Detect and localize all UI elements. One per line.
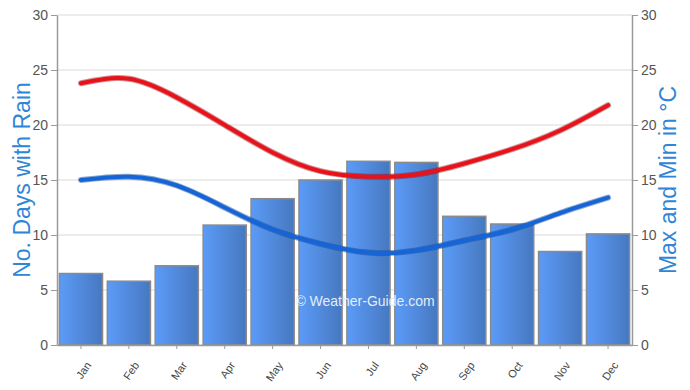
tick-mark <box>51 180 57 181</box>
tick: 25 <box>632 62 657 78</box>
line <box>81 177 608 254</box>
tick: 10 <box>632 227 657 243</box>
bar <box>155 266 198 345</box>
tick-mark <box>632 15 638 16</box>
tick-mark <box>128 345 129 349</box>
grid-line <box>57 70 632 71</box>
tick: 20 <box>632 117 657 133</box>
tick: 30 <box>632 7 657 23</box>
tick-mark <box>512 345 513 349</box>
tick: 10 <box>32 227 57 243</box>
tick-label: Dec <box>600 359 621 382</box>
tick-mark <box>51 15 57 16</box>
tick-mark <box>272 345 273 349</box>
tick: 5 <box>40 282 57 298</box>
tick-label: Jan <box>73 359 93 380</box>
tick: Jul <box>363 345 381 378</box>
tick-mark <box>51 345 57 346</box>
line-outline <box>81 177 608 254</box>
tick-label: 0 <box>641 337 649 353</box>
tick-mark <box>224 345 225 349</box>
axis-line <box>58 345 633 347</box>
tick-label: 30 <box>32 7 48 23</box>
tick-label: Aug <box>408 359 429 382</box>
tick: Aug <box>408 345 429 382</box>
y2-axis: 0 5 10 15 20 25 30 <box>632 7 657 353</box>
tick-mark <box>320 345 321 349</box>
bar <box>491 224 534 345</box>
tick: 0 <box>632 337 649 353</box>
grid-line <box>57 125 632 126</box>
tick-mark <box>632 235 638 236</box>
bar <box>203 225 246 345</box>
line <box>81 78 608 177</box>
tick-mark <box>176 345 177 349</box>
tick-mark <box>608 345 609 349</box>
tick-label: Sep <box>456 359 477 382</box>
grid-line <box>57 15 632 16</box>
tick-mark <box>464 345 465 349</box>
tick: 20 <box>32 117 57 133</box>
tick-mark <box>51 235 57 236</box>
tick-label: May <box>263 359 285 383</box>
tick: Jan <box>73 345 93 381</box>
chart: 051015202530051015202530JanFebMarAprMayJ… <box>0 0 690 390</box>
tick: Mar <box>169 345 190 382</box>
tick-label: Jul <box>363 359 381 377</box>
tick-label: 5 <box>40 282 48 298</box>
line-outline <box>81 78 608 177</box>
tick-label: Feb <box>121 359 142 381</box>
tick-mark <box>632 125 638 126</box>
tick: 30 <box>32 7 57 23</box>
tick-label: Apr <box>218 359 238 380</box>
tick: 5 <box>632 282 649 298</box>
tick-mark <box>51 290 57 291</box>
tick-label: Mar <box>169 359 190 382</box>
tick-label: Jun <box>313 359 333 380</box>
plot-area <box>59 78 629 345</box>
tick: 0 <box>40 337 57 353</box>
bar <box>59 274 102 346</box>
tick-mark <box>560 345 561 349</box>
tick-mark <box>632 345 638 346</box>
tick: 15 <box>632 172 657 188</box>
tick: 15 <box>32 172 57 188</box>
tick-mark <box>51 70 57 71</box>
tick-label: 25 <box>641 62 657 78</box>
y-axis-title: No. Days with Rain <box>9 82 35 278</box>
tick-mark <box>632 70 638 71</box>
bar <box>299 180 342 345</box>
grid <box>57 15 632 345</box>
tick-label: 0 <box>40 337 48 353</box>
y-axis: 0 5 10 15 20 25 30 <box>32 7 57 353</box>
tick-mark <box>368 345 369 349</box>
tick: 25 <box>32 62 57 78</box>
bar <box>539 252 582 346</box>
tick-mark <box>416 345 417 349</box>
y2-axis-title: Max and Min in °C <box>655 86 681 274</box>
grid-line <box>57 235 632 236</box>
tick-label: Nov <box>552 359 573 382</box>
watermark: © Weather-Guide.com <box>295 293 434 309</box>
tick: Oct <box>505 345 525 380</box>
bar <box>586 234 629 345</box>
tick-mark <box>80 345 81 349</box>
x-axis: Jan Feb Mar Apr May Jun Jul Aug Sep Oct Nov Dec <box>58 345 633 383</box>
tick: Sep <box>456 345 477 382</box>
tick: Nov <box>552 345 573 382</box>
tick: May <box>263 345 285 383</box>
tick: Apr <box>218 345 238 380</box>
tick-mark <box>51 125 57 126</box>
tick-label: 25 <box>32 62 48 78</box>
tick-label: 30 <box>641 7 657 23</box>
tick-mark <box>632 180 638 181</box>
tick-mark <box>632 290 638 291</box>
tick: Jun <box>313 345 333 381</box>
bar <box>107 281 150 345</box>
tick: Dec <box>600 345 621 382</box>
tick-label: Oct <box>505 359 525 380</box>
tick: Feb <box>121 345 142 382</box>
tick-label: 5 <box>641 282 649 298</box>
